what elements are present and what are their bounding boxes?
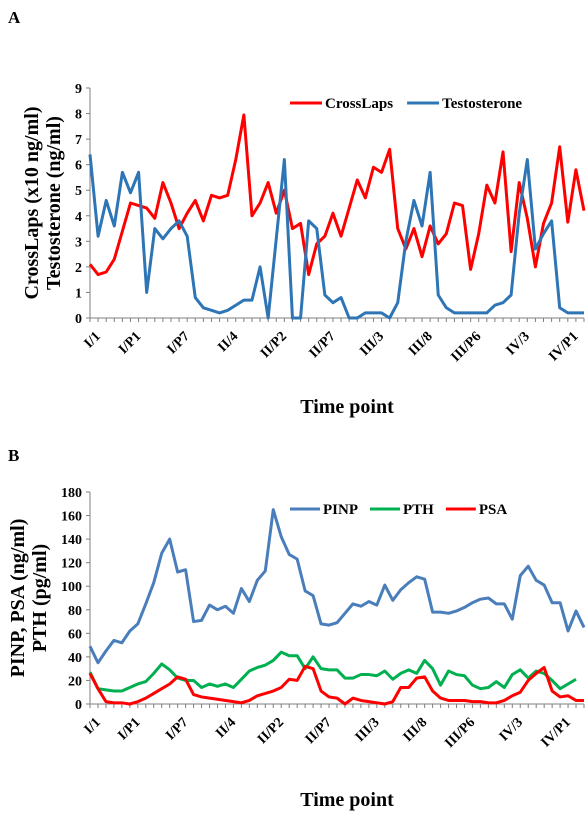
y-tick-label: 5: [75, 184, 82, 199]
x-axis-title: Time point: [300, 789, 394, 811]
legend-label-psa: PSA: [479, 502, 508, 518]
y-axis-title-line-2: PTH (pg/ml): [29, 544, 51, 652]
x-tick-label: I/1: [82, 329, 104, 351]
x-tick-label: IV/3: [497, 715, 526, 744]
x-tick-label: II/4: [213, 715, 239, 741]
y-tick-label: 4: [75, 210, 82, 225]
x-tick-label: II/P7: [307, 329, 339, 361]
x-tick-label: IV/3: [504, 329, 533, 358]
y-tick-label: 0: [75, 698, 82, 713]
x-tick-label: III/P6: [448, 329, 484, 365]
x-tick-label: III/P6: [442, 715, 478, 751]
y-tick-label: 2: [75, 261, 82, 276]
x-tick-label: I/P1: [116, 329, 144, 357]
x-tick-label: II/P2: [258, 329, 290, 361]
y-axis-title-line-1: CrossLaps (x10 ng/ml): [21, 107, 43, 300]
panel-b-label: B: [8, 446, 20, 465]
y-tick-label: 1: [75, 286, 82, 301]
series-line-testosterone: [88, 154, 584, 320]
y-tick-label: 80: [68, 604, 82, 619]
chart-b: 0 20 40 60 80 100 120 140 160 180 I/1 I/P1 I/P7 II/4 I…: [7, 486, 588, 811]
legend-label-pinp: PINP: [323, 502, 358, 518]
y-axis-title-line-2: Testosterone (ng/ml): [43, 116, 65, 290]
x-tick-label: III/8: [406, 329, 436, 359]
panel-a-label: A: [8, 8, 21, 27]
y-tick-label: 180: [61, 486, 82, 501]
y-tick-label: 0: [75, 312, 82, 327]
x-tick-label: I/1: [82, 715, 104, 737]
x-tick-label: II/P2: [255, 715, 287, 747]
y-tick-label: 40: [68, 651, 82, 666]
x-axis-title: Time point: [300, 396, 394, 418]
y-tick-label: 140: [61, 533, 82, 548]
legend-label-testosterone: Testosterone: [442, 96, 522, 112]
y-tick-label: 20: [68, 674, 82, 689]
x-tick-label: IV/P1: [546, 329, 581, 364]
x-tick-label: II/4: [215, 329, 241, 355]
y-tick-label: 8: [75, 108, 82, 123]
y-axis-title-line-1: PINP, PSA (ng/ml): [7, 519, 29, 678]
x-tick-label: I/P7: [165, 329, 193, 357]
y-tick-label: 160: [61, 510, 82, 525]
series-line-pth: [88, 650, 577, 693]
legend-label-crosslaps: CrossLaps: [325, 96, 393, 112]
x-tick-label: II/P7: [303, 715, 335, 747]
y-tick-label: 120: [61, 557, 82, 572]
x-tick-label: I/P7: [163, 715, 191, 743]
y-tick-label: 9: [75, 82, 82, 97]
y-tick-label: 7: [75, 133, 82, 148]
chart-a: 0 1 2 3 4 5 6 7 8 9 I/1 I/P1 I/P7 II/4 II/P2 II/P7 III/3…: [21, 82, 586, 418]
x-tick-label: III/3: [353, 715, 383, 745]
series-line-psa: [88, 664, 584, 706]
x-tick-label: I/P1: [115, 715, 143, 743]
series-line-crosslaps: [88, 113, 586, 277]
series-line-pinp: [88, 508, 586, 665]
x-tick-label: IV/P1: [538, 715, 573, 750]
y-tick-label: 100: [61, 580, 82, 595]
legend-label-pth: PTH: [403, 502, 434, 518]
y-tick-label: 3: [75, 235, 82, 250]
x-tick-label: III/8: [401, 715, 431, 745]
x-tick-label: III/3: [357, 329, 387, 359]
y-tick-label: 60: [68, 627, 82, 642]
y-tick-label: 6: [75, 159, 82, 174]
